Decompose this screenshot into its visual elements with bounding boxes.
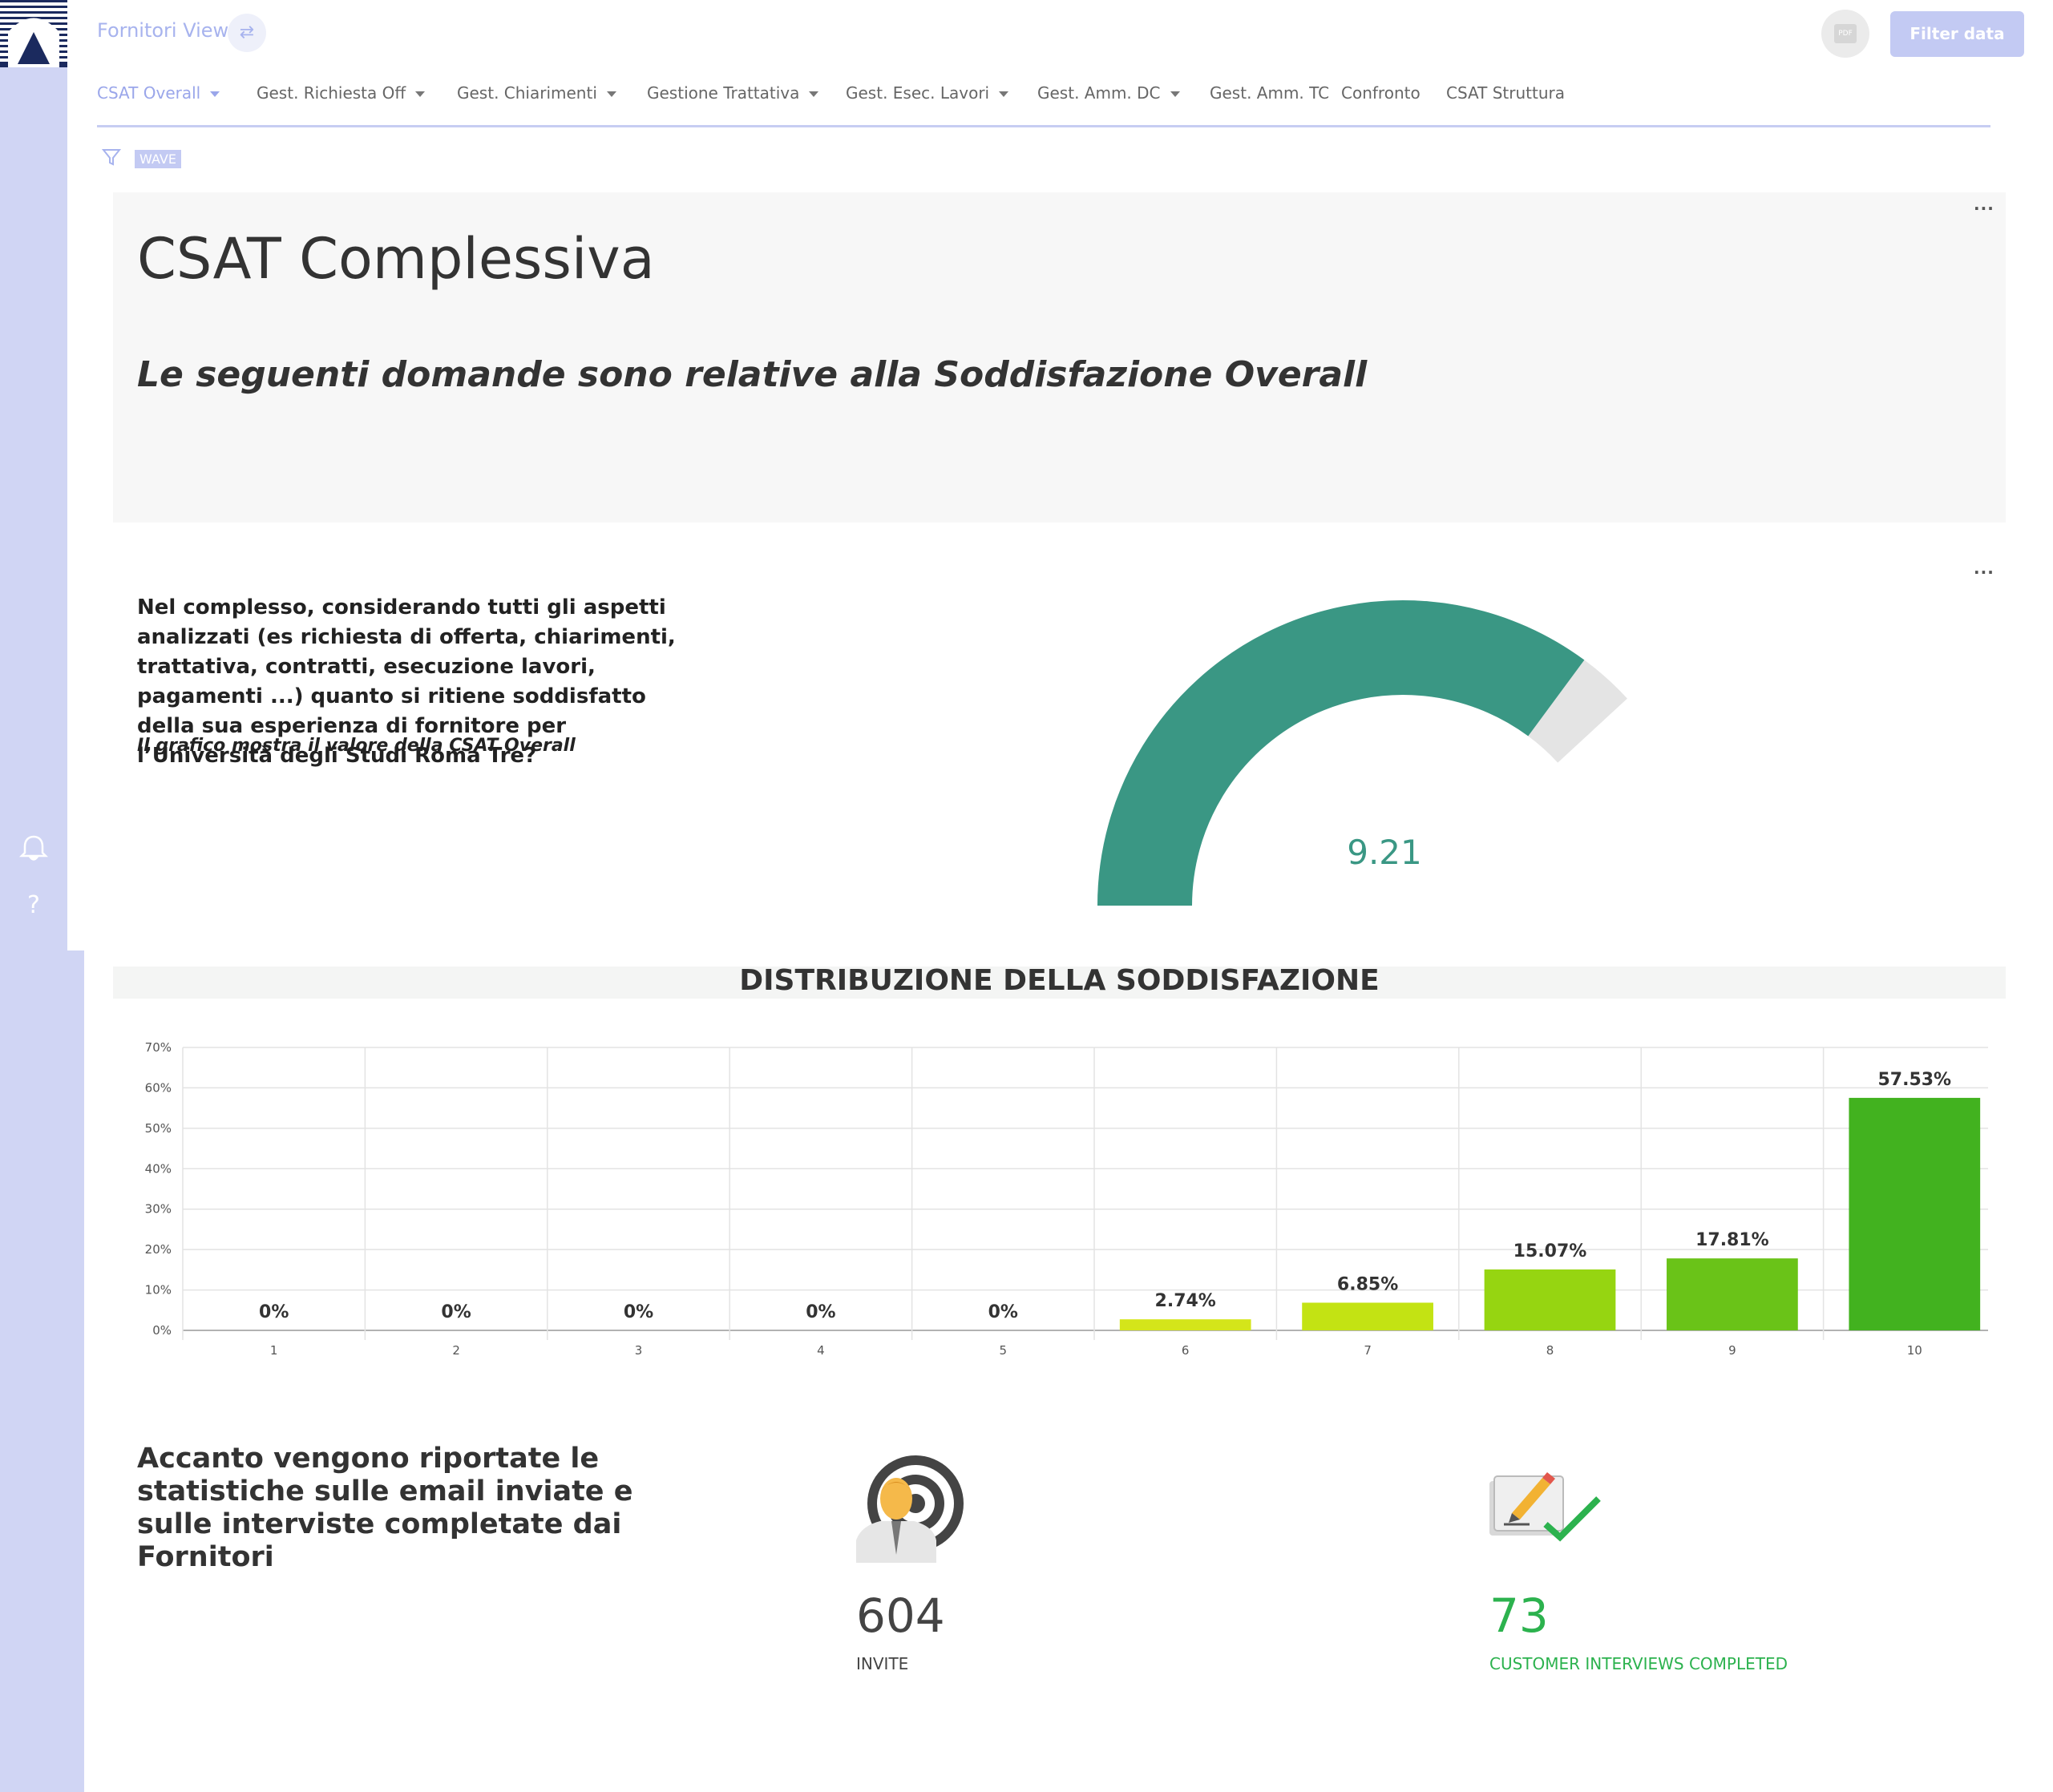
tab-csat-overall[interactable]: CSAT Overall bbox=[97, 83, 220, 103]
x-tick-label: 10 bbox=[1907, 1343, 1922, 1354]
tab-gest-chiarimenti[interactable]: Gest. Chiarimenti bbox=[457, 83, 616, 103]
bar bbox=[1667, 1258, 1798, 1330]
x-tick-label: 3 bbox=[635, 1343, 643, 1354]
tab-label: CSAT Overall bbox=[97, 83, 201, 103]
bar bbox=[1849, 1097, 1981, 1330]
tab-label: Gestione Trattativa bbox=[647, 83, 800, 103]
bar bbox=[1484, 1269, 1616, 1330]
caret-down-icon bbox=[210, 91, 220, 97]
question-note: Il grafico mostra il valore della CSAT O… bbox=[137, 736, 576, 756]
tab-label: CSAT Struttura bbox=[1446, 83, 1566, 103]
bar bbox=[1119, 1319, 1251, 1330]
help-icon[interactable]: ? bbox=[27, 891, 40, 919]
data-label: 0% bbox=[441, 1302, 471, 1322]
page-subtitle: Le seguenti domande sono relative alla S… bbox=[137, 354, 1368, 395]
logo[interactable] bbox=[0, 0, 67, 67]
csat-gauge: 9.21 bbox=[1074, 585, 1635, 933]
x-tick-label: 5 bbox=[1000, 1343, 1008, 1354]
refresh-icon[interactable]: ⇄ bbox=[228, 14, 266, 52]
invite-label: INVITE bbox=[856, 1654, 909, 1673]
interviews-label: CUSTOMER INTERVIEWS COMPLETED bbox=[1489, 1654, 1788, 1673]
y-tick-label: 70% bbox=[145, 1040, 172, 1055]
tab-label: Gest. Chiarimenti bbox=[457, 83, 597, 103]
x-tick-label: 4 bbox=[817, 1343, 825, 1354]
tab-gestione-trattativa[interactable]: Gestione Trattativa bbox=[647, 83, 819, 103]
pdf-icon: PDF bbox=[1834, 24, 1857, 43]
y-tick-label: 60% bbox=[145, 1080, 172, 1095]
caret-down-icon bbox=[999, 91, 1009, 97]
tab-gest-amm-dc[interactable]: Gest. Amm. DC bbox=[1037, 83, 1180, 103]
title-card bbox=[113, 192, 2006, 523]
x-tick-label: 9 bbox=[1728, 1343, 1736, 1354]
y-tick-label: 20% bbox=[145, 1242, 172, 1257]
y-tick-label: 50% bbox=[145, 1121, 172, 1136]
caret-down-icon bbox=[809, 91, 819, 97]
tab-csat-struttura[interactable]: CSAT Struttura bbox=[1446, 83, 1565, 103]
data-label: 0% bbox=[259, 1302, 289, 1322]
distribution-header bbox=[113, 967, 2006, 999]
tab-gest-esec-lavori[interactable]: Gest. Esec. Lavori bbox=[846, 83, 1009, 103]
pdf-export-button[interactable]: PDF bbox=[1821, 10, 1869, 58]
filter-data-button[interactable]: Filter data bbox=[1890, 11, 2024, 57]
gauge-value: 9.21 bbox=[1347, 833, 1422, 872]
filter-chip-wave[interactable]: WAVE bbox=[135, 150, 181, 168]
tab-label: Gest. Amm. DC bbox=[1037, 83, 1161, 103]
data-label: 0% bbox=[624, 1302, 653, 1322]
x-tick-label: 1 bbox=[270, 1343, 278, 1354]
data-label: 15.07% bbox=[1513, 1241, 1587, 1261]
tab-label: Confronto bbox=[1341, 83, 1421, 103]
bell-icon[interactable] bbox=[0, 833, 67, 869]
interviews-count: 73 bbox=[1489, 1588, 1549, 1643]
more-options-icon[interactable]: ··· bbox=[1974, 199, 1994, 218]
tab-gest-amm-tc[interactable]: Gest. Amm. TC bbox=[1210, 83, 1329, 103]
data-label: 0% bbox=[988, 1302, 1018, 1322]
app-title: Fornitori View bbox=[97, 19, 229, 42]
data-label: 57.53% bbox=[1877, 1070, 1951, 1090]
sidebar bbox=[0, 0, 67, 950]
tab-label: Gest. Esec. Lavori bbox=[846, 83, 990, 103]
y-tick-label: 40% bbox=[145, 1161, 172, 1176]
data-label: 17.81% bbox=[1695, 1230, 1769, 1250]
funnel-icon[interactable] bbox=[101, 147, 122, 171]
distribution-title: DISTRIBUZIONE DELLA SODDISFAZIONE bbox=[739, 964, 1380, 997]
tab-label: Gest. Amm. TC bbox=[1210, 83, 1330, 103]
gauge-fill bbox=[1097, 600, 1585, 906]
tab-bar: CSAT Overall Gest. Richiesta Off Gest. C… bbox=[97, 83, 1990, 127]
data-label: 2.74% bbox=[1155, 1291, 1216, 1311]
caret-down-icon bbox=[606, 91, 616, 97]
stats-description: Accanto vengono riportate le statistiche… bbox=[137, 1443, 633, 1573]
target-person-icon bbox=[856, 1451, 968, 1566]
x-tick-label: 8 bbox=[1546, 1343, 1554, 1354]
y-tick-label: 30% bbox=[145, 1202, 172, 1217]
more-options-icon[interactable]: ··· bbox=[1974, 563, 1994, 582]
tab-label: Gest. Richiesta Off bbox=[257, 83, 406, 103]
tab-gest-richiesta-off[interactable]: Gest. Richiesta Off bbox=[257, 83, 426, 103]
sidebar-extension bbox=[0, 950, 84, 1792]
distribution-chart: 0% 10% 20% 30% 40% 50% 60% 70% 0% 1 0% 2 0% 3 0% 4 0% 5 2.… bbox=[120, 1018, 2007, 1358]
bar bbox=[1302, 1302, 1433, 1330]
caret-down-icon bbox=[1170, 91, 1180, 97]
x-tick-label: 7 bbox=[1364, 1343, 1372, 1354]
y-tick-label: 0% bbox=[152, 1323, 172, 1338]
y-tick-label: 10% bbox=[145, 1283, 172, 1298]
data-label: 0% bbox=[806, 1302, 835, 1322]
invite-count: 604 bbox=[856, 1588, 945, 1643]
tab-confronto[interactable]: Confronto bbox=[1341, 83, 1421, 103]
caret-down-icon bbox=[415, 91, 426, 97]
x-tick-label: 2 bbox=[452, 1343, 460, 1354]
x-tick-label: 6 bbox=[1182, 1343, 1190, 1354]
survey-check-icon bbox=[1489, 1468, 1610, 1552]
data-label: 6.85% bbox=[1337, 1274, 1398, 1294]
page-title: CSAT Complessiva bbox=[137, 226, 655, 292]
question-text: Nel complesso, considerando tutti gli as… bbox=[137, 595, 676, 768]
